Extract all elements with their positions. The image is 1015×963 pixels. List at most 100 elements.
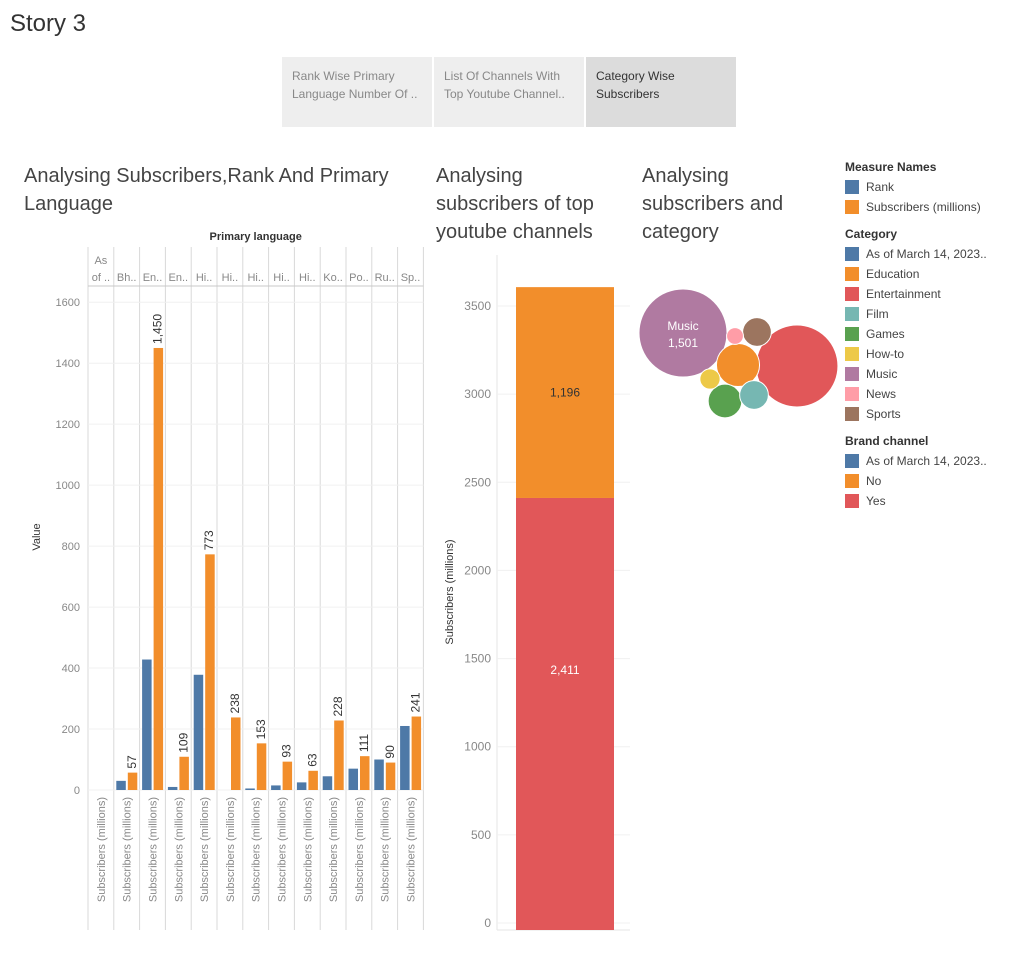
legend-item[interactable]: As of March 14, 2023.. — [845, 244, 987, 264]
bar-subscribers — [256, 743, 267, 790]
tab-label: List Of Channels With Top Youtube Channe… — [444, 69, 565, 101]
column-header-label: Sp.. — [401, 272, 421, 284]
y-tick-label: 600 — [62, 602, 80, 614]
x-axis-label: Subscribers (millions) — [148, 797, 160, 902]
legend-swatch — [845, 454, 859, 468]
data-label: 57 — [125, 755, 139, 769]
legend-item[interactable]: Yes — [845, 491, 987, 511]
legend-item[interactable]: News — [845, 384, 987, 404]
legend-item[interactable]: Education — [845, 264, 987, 284]
bar-rank — [245, 788, 255, 790]
legend-swatch — [845, 494, 859, 508]
data-label: 153 — [254, 719, 268, 739]
legend-item[interactable]: Music — [845, 364, 987, 384]
bubble-music — [638, 288, 728, 378]
y-tick-label: 1400 — [56, 358, 80, 370]
column-header-label: Hi.. — [247, 272, 264, 284]
bar-subscribers — [334, 720, 344, 790]
y-tick-label: 0 — [74, 785, 80, 797]
data-label: 228 — [331, 696, 345, 716]
data-label-no: 1,196 — [550, 386, 580, 400]
bar-subscribers — [385, 762, 396, 790]
y-tick-label: 1200 — [56, 419, 80, 431]
bubble-label: Music — [667, 319, 698, 333]
column-header-label: Ko.. — [323, 272, 343, 284]
legend-label: News — [866, 387, 897, 401]
y-tick-label: 2500 — [464, 475, 491, 489]
column-header-label: Hi.. — [273, 272, 290, 284]
legend-swatch — [845, 367, 859, 381]
bar-subscribers — [127, 772, 138, 790]
x-axis-label: Subscribers (millions) — [380, 797, 392, 902]
legends-panel: Measure Names Rank Subscribers (millions) C… — [845, 160, 987, 521]
legend-swatch — [845, 347, 859, 361]
bar-rank — [374, 759, 384, 790]
language-bar-chart: Primary language As of .. Subscribers (mill… — [31, 231, 424, 930]
y-tick-label: 1600 — [56, 297, 80, 309]
legend-item[interactable]: Rank — [845, 177, 987, 197]
legend-label: As of March 14, 2023.. — [866, 247, 987, 261]
y-tick-label: 0 — [484, 916, 491, 930]
bar-rank — [116, 780, 126, 790]
category-bubble-chart: Music 1,501 — [638, 288, 839, 419]
tab-rank-wise-primary-language[interactable]: Rank Wise Primary Language Number Of .. — [282, 57, 432, 127]
legend-item[interactable]: No — [845, 471, 987, 491]
column-header-title: Primary language — [210, 231, 302, 243]
tab-list-of-channels[interactable]: List Of Channels With Top Youtube Channe… — [434, 57, 584, 127]
legend-label: Sports — [866, 407, 901, 421]
legend-swatch — [845, 387, 859, 401]
y-tick-label: 3500 — [464, 299, 491, 313]
legend-label: Subscribers (millions) — [866, 200, 981, 214]
column-header-label: As — [94, 255, 107, 267]
tab-category-wise-subscribers[interactable]: Category Wise Subscribers — [586, 57, 736, 127]
x-axis-label: Subscribers (millions) — [173, 797, 185, 902]
legend-swatch — [845, 307, 859, 321]
data-label: 93 — [280, 744, 294, 758]
bubble-sports — [742, 317, 772, 347]
story-tabs: Rank Wise Primary Language Number Of .. … — [282, 57, 738, 127]
y-tick-label: 1500 — [464, 652, 491, 666]
x-axis-label: Subscribers (millions) — [251, 797, 263, 902]
legend-item[interactable]: How-to — [845, 344, 987, 364]
y-axis-title: Value — [31, 523, 43, 550]
legend-item[interactable]: Entertainment — [845, 284, 987, 304]
bar-subscribers — [231, 717, 241, 790]
legend-item[interactable]: Sports — [845, 404, 987, 424]
legend-item[interactable]: Subscribers (millions) — [845, 197, 987, 217]
bar-rank — [296, 782, 307, 790]
y-tick-label: 200 — [62, 724, 80, 736]
bubble-how-to — [699, 368, 721, 390]
legend-title: Measure Names — [845, 160, 937, 174]
legend-item[interactable]: Games — [845, 324, 987, 344]
legend-label: Entertainment — [866, 287, 941, 301]
bar-subscribers — [179, 756, 189, 790]
legend-swatch — [845, 267, 859, 281]
data-label: 1,450 — [151, 314, 165, 344]
x-axis-label: Subscribers (millions) — [225, 797, 237, 902]
x-axis-label: Subscribers (millions) — [199, 797, 211, 902]
data-label: 773 — [202, 530, 216, 550]
legend-label: Music — [866, 367, 898, 381]
x-axis-label: Subscribers (millions) — [328, 797, 340, 902]
data-label: 241 — [409, 692, 423, 712]
bubble-games — [707, 383, 743, 419]
bar-rank — [193, 674, 204, 790]
legend-label: As of March 14, 2023.. — [866, 454, 987, 468]
x-axis-label: Subscribers (millions) — [302, 797, 314, 902]
column-header-label: Bh.. — [117, 272, 137, 284]
legend-group: Measure Names Rank Subscribers (millions) — [845, 160, 987, 217]
y-tick-label: 3000 — [464, 387, 491, 401]
legend-item[interactable]: As of March 14, 2023.. — [845, 451, 987, 471]
data-label: 238 — [228, 693, 242, 713]
legend-label: Education — [866, 267, 920, 281]
bar-segment-no — [516, 287, 614, 498]
bar-subscribers — [153, 347, 164, 790]
data-label: 111 — [357, 734, 371, 753]
data-label-yes: 2,411 — [550, 663, 579, 677]
legend-item[interactable]: Film — [845, 304, 987, 324]
data-label: 90 — [383, 745, 397, 759]
bar-subscribers — [360, 756, 370, 790]
column-header-label: Po.. — [349, 272, 369, 284]
legend-label: No — [866, 474, 882, 488]
x-axis-label: Subscribers (millions) — [96, 797, 108, 902]
